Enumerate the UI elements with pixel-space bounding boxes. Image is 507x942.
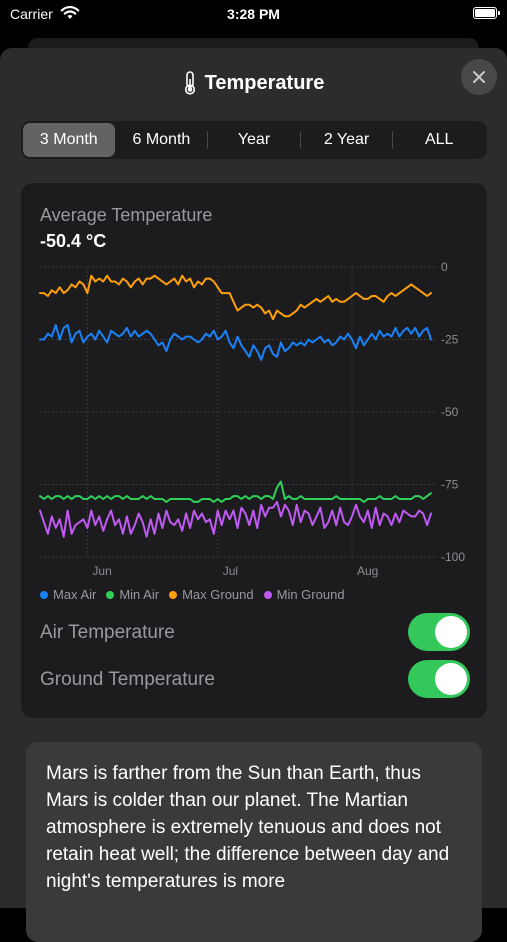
close-icon: [473, 71, 485, 83]
sheet-title: Temperature: [204, 71, 325, 94]
series-line-min-ground: [39, 500, 432, 538]
x-tick-label: Jul: [223, 564, 238, 578]
legend-label: Min Air: [119, 587, 160, 602]
y-tick-label: 0: [441, 260, 448, 274]
legend-dot: [169, 590, 178, 599]
series-line-max-ground: [39, 274, 432, 321]
air-temperature-row: Air Temperature: [40, 613, 470, 653]
close-button[interactable]: [461, 59, 497, 95]
x-tick-label: Aug: [357, 564, 378, 578]
toggle-knob: [435, 663, 467, 695]
status-bar: Carrier 3:28 PM: [0, 0, 507, 30]
ground-temperature-toggle[interactable]: [408, 660, 470, 698]
segment-all[interactable]: ALL: [424, 131, 454, 148]
status-time: 3:28 PM: [227, 6, 280, 22]
legend-label: Max Air: [53, 587, 97, 602]
wifi-icon: [60, 6, 80, 19]
legend-dot: [263, 590, 272, 599]
series-line-min-air: [39, 480, 432, 503]
carrier-label: Carrier: [10, 6, 53, 22]
segment-divider: [392, 131, 394, 149]
info-text: Mars is farther from the Sun than Earth,…: [46, 763, 450, 892]
y-tick-label: -25: [441, 333, 459, 347]
info-card: Mars is farther from the Sun than Earth,…: [26, 742, 482, 942]
x-tick-label: Jun: [92, 564, 111, 578]
air-temperature-toggle[interactable]: [408, 613, 470, 651]
y-tick-label: -75: [441, 478, 459, 492]
average-temperature-value: -50.4 °C: [40, 231, 107, 251]
legend-label: Max Ground: [182, 587, 254, 602]
sheet-header: Temperature: [0, 70, 507, 96]
segment-divider: [299, 131, 301, 149]
legend-item-max-ground: Max Ground: [169, 587, 254, 602]
ground-temperature-row: Ground Temperature: [40, 660, 470, 700]
segment-6-month[interactable]: 6 Month: [132, 131, 191, 148]
legend-label: Min Ground: [276, 587, 345, 602]
thermometer-icon: [184, 71, 195, 95]
legend-dot: [106, 590, 115, 599]
y-tick-label: -50: [441, 405, 459, 419]
legend-item-min-ground: Min Ground: [263, 587, 345, 602]
battery-icon: [473, 7, 500, 19]
chart-card: Average Temperature -50.4 °C 0 -25 -50 -75 -…: [21, 183, 487, 718]
y-tick-label: -100: [441, 550, 465, 564]
segment-divider: [207, 131, 209, 149]
segment-3-month[interactable]: 3 Month: [23, 123, 115, 157]
chart-label: Average Temperature: [40, 205, 213, 225]
legend-item-max-air: Max Air: [40, 587, 96, 602]
period-segmented-control: 3 Month 6 Month Year 2 Year ALL: [21, 121, 487, 159]
legend-dot: [40, 590, 48, 599]
segment-2-year[interactable]: 2 Year: [323, 131, 370, 148]
chart-legend: Max Air Min Air Max Ground Min Ground: [40, 587, 345, 602]
segment-year[interactable]: Year: [237, 131, 271, 148]
toggle-knob: [435, 616, 467, 648]
temperature-chart: 0 -25 -50 -75 -100 Jun Jul Aug: [39, 260, 465, 578]
air-temperature-label: Air Temperature: [40, 622, 175, 643]
series-line-max-air: [39, 324, 432, 361]
ground-temperature-label: Ground Temperature: [40, 669, 215, 690]
legend-item-min-air: Min Air: [106, 587, 159, 602]
